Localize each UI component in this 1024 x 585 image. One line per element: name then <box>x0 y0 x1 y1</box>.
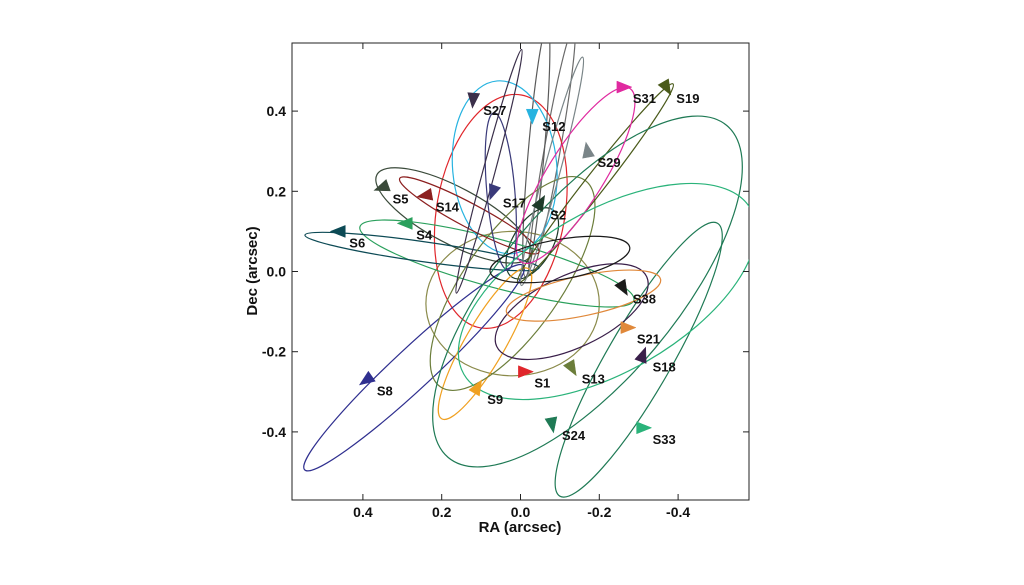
orbit-s14 <box>398 176 540 255</box>
label-s33: S33 <box>653 432 676 447</box>
x-tick-label: 0.0 <box>511 504 531 520</box>
label-s38: S38 <box>633 292 656 307</box>
marker-s33 <box>636 421 653 435</box>
y-tick-label: -0.2 <box>262 344 286 360</box>
orbit-s18 <box>494 263 649 361</box>
x-tick-label: 0.4 <box>353 504 373 520</box>
marker-s6 <box>329 225 346 238</box>
marker-s24 <box>544 416 558 434</box>
label-s24: S24 <box>562 428 586 443</box>
label-s8: S8 <box>377 384 393 399</box>
marker-s2 <box>531 195 546 212</box>
orbit-s33 <box>457 182 749 401</box>
marker-s38 <box>614 278 628 296</box>
orbit-extra-1 <box>425 230 600 377</box>
orbit-s38 <box>489 235 631 284</box>
label-s21: S21 <box>637 332 660 347</box>
x-tick-label: -0.2 <box>587 504 611 520</box>
marker-s8 <box>358 370 376 386</box>
orbit-layer <box>303 43 749 498</box>
label-s12: S12 <box>542 119 565 134</box>
marker-s31 <box>616 80 633 94</box>
orbit-s1 <box>433 93 568 329</box>
marker-s29 <box>582 141 595 159</box>
label-s2: S2 <box>550 207 566 222</box>
label-s9: S9 <box>487 392 503 407</box>
label-s18: S18 <box>653 360 676 375</box>
label-s14: S14 <box>436 199 460 214</box>
y-tick-label: 0.4 <box>267 103 287 119</box>
y-tick-label: -0.4 <box>262 424 286 440</box>
marker-s18 <box>634 346 647 364</box>
marker-s17 <box>489 183 502 201</box>
orbit-s17 <box>484 112 517 271</box>
marker-s27 <box>467 92 481 109</box>
y-tick-label: 0.0 <box>267 264 287 280</box>
label-s29: S29 <box>598 155 621 170</box>
y-axis-title: Dec (arcsec) <box>244 226 261 315</box>
x-axis-title: RA (arcsec) <box>479 519 562 536</box>
label-s13: S13 <box>582 372 605 387</box>
orbit-s6 <box>304 231 540 272</box>
orbit-s24 <box>432 115 743 468</box>
marker-s5 <box>373 179 391 192</box>
label-s6: S6 <box>349 235 365 250</box>
orbit-s27 <box>455 48 523 294</box>
orbit-s8 <box>303 263 526 472</box>
marker-s9 <box>468 379 483 397</box>
x-tick-label: 0.2 <box>432 504 452 520</box>
y-tick-label: 0.2 <box>267 183 287 199</box>
plot-frame <box>291 42 750 501</box>
label-s4: S4 <box>416 227 433 242</box>
orbit-extra-4 <box>554 221 723 498</box>
x-tick-label: -0.4 <box>666 504 690 520</box>
marker-s21 <box>620 321 637 334</box>
marker-s1 <box>518 365 535 379</box>
orbit-s31 <box>515 86 636 265</box>
label-s19: S19 <box>676 91 699 106</box>
marker-s4 <box>396 217 413 230</box>
marker-s12 <box>525 108 539 125</box>
marker-layer: S1 S2 S4 S5 S6 S8 S9 S12 S13 S14 S17 S18 S19 S21 S24 S2… <box>329 78 699 447</box>
orbit-s4 <box>359 219 635 308</box>
orbit-s12 <box>451 80 558 255</box>
label-s1: S1 <box>534 376 550 391</box>
marker-s14 <box>416 187 434 201</box>
label-s31: S31 <box>633 91 656 106</box>
marker-s19 <box>657 78 672 96</box>
label-s27: S27 <box>483 103 506 118</box>
label-s17: S17 <box>503 195 526 210</box>
orbit-s29 <box>519 56 585 287</box>
marker-s13 <box>563 359 577 377</box>
label-s5: S5 <box>393 191 409 206</box>
orbit-extra-3 <box>522 43 551 278</box>
axis-ticks: 0.4 0.2 0.0 -0.2 -0.4 -0.4 -0.2 0.0 0.2 0.4 <box>262 43 749 520</box>
